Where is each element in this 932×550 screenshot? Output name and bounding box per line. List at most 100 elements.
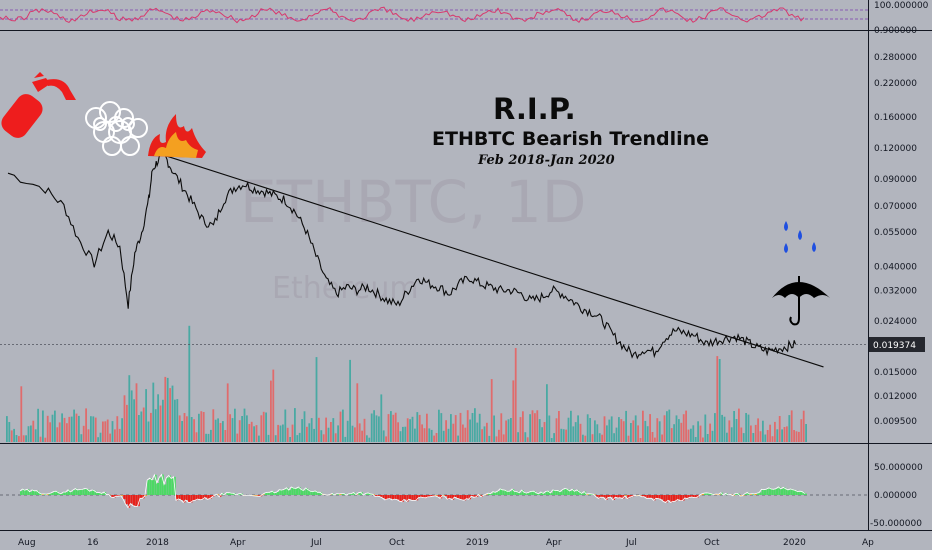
oscillator-bar bbox=[627, 495, 630, 499]
oscillator-bar bbox=[665, 495, 668, 503]
oscillator-bar bbox=[641, 495, 644, 497]
volume-bar bbox=[550, 438, 553, 442]
oscillator-bar bbox=[51, 492, 54, 495]
price-tick: 0.040000 bbox=[874, 262, 917, 272]
oscillator-bar bbox=[615, 495, 618, 498]
oscillator-bar bbox=[576, 489, 579, 495]
volume-bar bbox=[416, 412, 419, 442]
time-axis[interactable]: Aug 16 2018 Apr Jul Oct 2019 Apr Jul Oct… bbox=[18, 538, 874, 548]
time-tick: Apr bbox=[230, 538, 246, 548]
volume-bar bbox=[358, 423, 361, 442]
volume-bar bbox=[332, 418, 335, 442]
oscillator-bar bbox=[399, 495, 402, 501]
volume-bar bbox=[414, 428, 416, 442]
oscillator-bar bbox=[461, 495, 464, 500]
oscillator-bar bbox=[512, 489, 515, 495]
oscillator-bar bbox=[658, 495, 661, 499]
oscillator-bar bbox=[125, 495, 128, 505]
oscillator-bar bbox=[84, 488, 87, 495]
price-axis[interactable]: 0.280000 0.220000 0.160000 0.120000 0.090000… bbox=[874, 53, 917, 427]
volume-bar bbox=[608, 419, 611, 442]
oscillator-bar bbox=[644, 495, 647, 497]
volume-bar bbox=[452, 423, 455, 442]
oscillator-bar bbox=[231, 493, 234, 495]
oscillator-bar bbox=[296, 488, 299, 495]
oscillator-bar bbox=[562, 489, 565, 495]
volume-bar bbox=[121, 418, 123, 442]
oscillator-bar bbox=[286, 487, 289, 495]
volume-bar bbox=[123, 395, 126, 442]
oscillator-bar bbox=[605, 495, 608, 500]
oscillator-bar bbox=[524, 492, 527, 495]
volume-bar bbox=[591, 434, 594, 442]
volume-bar bbox=[442, 430, 445, 442]
watermark-symbol: ETHBTC, 1D bbox=[240, 168, 586, 236]
volume-bar bbox=[390, 411, 392, 442]
volume-bar bbox=[517, 432, 519, 442]
volume-bar bbox=[186, 416, 188, 442]
volume-bar bbox=[238, 420, 241, 442]
oscillator-bar bbox=[670, 495, 673, 503]
volume-bar bbox=[730, 427, 733, 442]
oscillator-bar bbox=[747, 492, 750, 495]
volume-bar bbox=[308, 423, 311, 442]
annotation-subtitle: ETHBTC Bearish Trendline bbox=[432, 128, 709, 150]
volume-bar bbox=[603, 416, 606, 442]
volume-bar bbox=[411, 416, 414, 442]
oscillator-bar bbox=[288, 490, 291, 495]
oscillator-bar bbox=[41, 494, 44, 495]
volume-bar bbox=[649, 414, 651, 442]
oscillator-bar bbox=[629, 495, 632, 498]
fire-extinguisher-icon bbox=[1, 72, 76, 138]
volume-bar bbox=[795, 431, 798, 442]
oscillator-bar bbox=[36, 490, 39, 495]
volume-bar bbox=[627, 435, 630, 442]
price-tick: 0.032000 bbox=[874, 286, 917, 296]
volume-bar bbox=[339, 411, 342, 442]
volume-bar bbox=[58, 422, 61, 442]
volume-bar bbox=[502, 434, 505, 442]
oscillator-bar bbox=[756, 493, 759, 495]
time-tick: Aug bbox=[18, 538, 36, 548]
bearish-trendline[interactable] bbox=[164, 154, 824, 368]
volume-bar bbox=[762, 420, 764, 442]
oscillator-bar bbox=[749, 494, 752, 495]
oscillator-bar bbox=[27, 489, 30, 495]
oscillator-bar bbox=[365, 493, 368, 495]
volume-bar bbox=[553, 433, 555, 442]
volume-bar bbox=[322, 434, 325, 442]
volume-bar bbox=[430, 429, 433, 442]
volume-bar bbox=[152, 382, 155, 442]
oscillator-bar bbox=[267, 492, 270, 495]
oscillator-bar bbox=[533, 491, 536, 495]
volume-bar bbox=[313, 428, 315, 442]
oscillator-pane bbox=[0, 473, 868, 509]
oscillator-bar bbox=[507, 491, 510, 495]
volume-bar bbox=[174, 399, 176, 442]
oscillator-bar bbox=[89, 491, 92, 495]
volume-bar bbox=[454, 415, 457, 442]
oscillator-bar bbox=[492, 491, 495, 495]
volume-bar bbox=[706, 434, 709, 442]
volume-bar bbox=[301, 419, 303, 442]
oscillator-bar bbox=[596, 495, 599, 497]
volume-bar bbox=[589, 418, 591, 442]
oscillator-bar bbox=[387, 495, 390, 499]
oscillator-bar bbox=[783, 487, 786, 495]
volume-bar bbox=[718, 359, 721, 442]
oscillator-bar bbox=[137, 495, 140, 507]
volume-bar bbox=[214, 419, 217, 442]
volume-bar bbox=[711, 430, 714, 442]
volume-bar bbox=[164, 376, 167, 442]
oscillator-bar bbox=[471, 495, 474, 497]
oscillator-bar bbox=[368, 492, 371, 495]
volume-bar bbox=[205, 433, 207, 442]
volume-bar bbox=[37, 408, 39, 442]
oscillator-bar bbox=[497, 491, 500, 495]
volume-bar bbox=[373, 410, 375, 442]
volume-bar bbox=[188, 325, 191, 442]
oscillator-bar bbox=[166, 477, 169, 495]
volume-bar bbox=[476, 422, 479, 442]
oscillator-bar bbox=[447, 495, 450, 500]
